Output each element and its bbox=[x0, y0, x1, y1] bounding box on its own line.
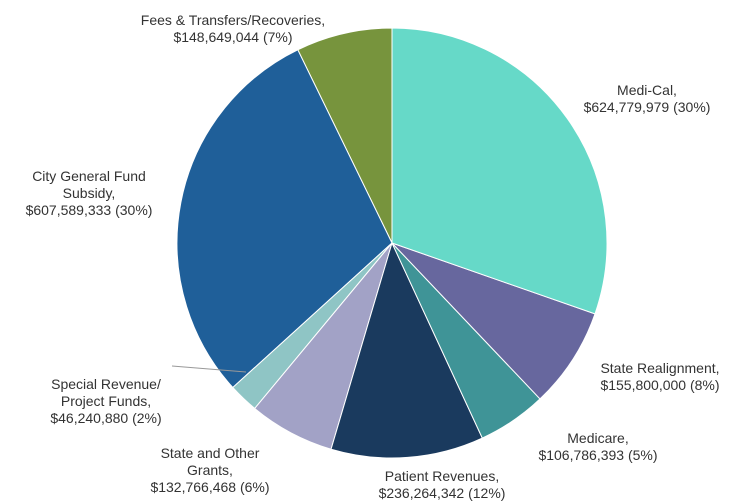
slice-label: Patient Revenues, $236,264,342 (12%) bbox=[362, 468, 522, 502]
category-name: Medi-Cal, bbox=[617, 82, 677, 98]
value-label: $624,779,979 (30%) bbox=[583, 99, 711, 115]
value-label: $607,589,333 (30%) bbox=[25, 202, 153, 218]
slice-label: Medicare, $106,786,393 (5%) bbox=[523, 430, 673, 464]
slice-label: City General Fund Subsidy, $607,589,333 (… bbox=[14, 168, 164, 219]
value-label: $148,649,044 (7%) bbox=[173, 29, 293, 45]
category-name: Fees & Transfers/Recoveries, bbox=[140, 12, 326, 28]
leader-line bbox=[171, 365, 247, 373]
pie-slice bbox=[391, 242, 596, 400]
value-label: $132,766,468 (6%) bbox=[150, 479, 270, 495]
category-name: Patient Revenues, bbox=[384, 468, 500, 484]
category-name: Special Revenue/ Project Funds, bbox=[51, 376, 161, 409]
category-name: Medicare, bbox=[567, 430, 629, 446]
slice-label: Special Revenue/ Project Funds, $46,240,8… bbox=[36, 376, 176, 427]
pie-slice bbox=[176, 49, 393, 389]
slice-label: State and Other Grants, $132,766,468 (6%) bbox=[145, 445, 275, 496]
category-name: State and Other Grants, bbox=[160, 445, 260, 478]
value-label: $155,800,000 (8%) bbox=[600, 377, 720, 393]
value-label: $46,240,880 (2%) bbox=[50, 410, 162, 426]
slice-label: State Realignment, $155,800,000 (8%) bbox=[580, 360, 736, 394]
pie-slice bbox=[391, 27, 608, 315]
value-label: $236,264,342 (12%) bbox=[378, 485, 506, 501]
category-name: State Realignment, bbox=[600, 360, 720, 376]
pie-slice bbox=[330, 241, 483, 459]
slice-label: Medi-Cal, $624,779,979 (30%) bbox=[582, 82, 712, 116]
category-name: City General Fund Subsidy, bbox=[32, 168, 146, 201]
value-label: $106,786,393 (5%) bbox=[538, 447, 658, 463]
slice-label: Fees & Transfers/Recoveries, $148,649,044… bbox=[123, 12, 343, 46]
